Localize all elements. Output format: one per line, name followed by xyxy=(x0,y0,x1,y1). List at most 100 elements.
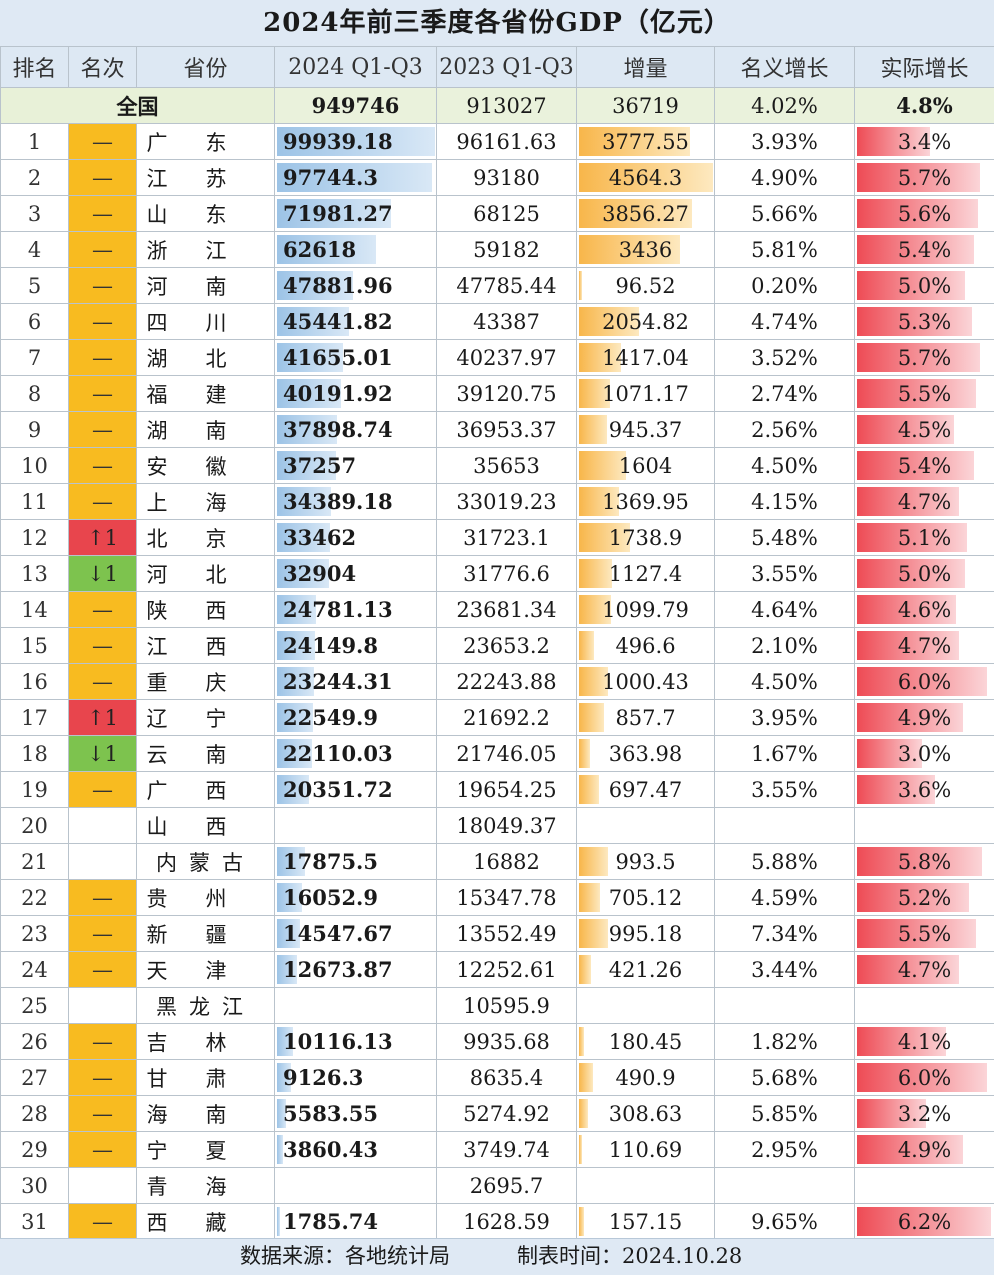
rank-change-badge: ↑1 xyxy=(69,700,137,736)
gdp-2023-cell: 21692.2 xyxy=(437,700,577,736)
nominal-growth-cell: 1.67% xyxy=(715,736,855,772)
gdp-2024-cell: 45441.82 xyxy=(275,304,437,340)
province-cell: 江西 xyxy=(137,628,275,664)
increase-cell: 993.5 xyxy=(577,844,715,880)
real-growth-cell: 3.4% xyxy=(855,124,994,160)
rank-change-badge: — xyxy=(69,196,137,232)
gdp-2023-cell: 36953.37 xyxy=(437,412,577,448)
province-cell: 北京 xyxy=(137,520,275,556)
increase-cell: 945.37 xyxy=(577,412,715,448)
real-growth-cell: 5.7% xyxy=(855,160,994,196)
gdp-2024-cell-value: 41655.01 xyxy=(275,345,393,370)
increase-cell-value: 697.47 xyxy=(577,778,714,802)
increase-cell: 1071.17 xyxy=(577,376,715,412)
rank-change-badge: — xyxy=(69,1096,137,1132)
real-growth-cell: 5.4% xyxy=(855,232,994,268)
nominal-growth-cell xyxy=(715,808,855,844)
increase-cell: 157.15 xyxy=(577,1204,715,1240)
gdp-2024-cell: 17875.5 xyxy=(275,844,437,880)
province-cell: 江苏 xyxy=(137,160,275,196)
nominal-growth-cell: 2.10% xyxy=(715,628,855,664)
province-cell: 山西 xyxy=(137,808,275,844)
gdp-2024-cell-value: 1785.74 xyxy=(275,1209,378,1234)
province-cell: 宁夏 xyxy=(137,1132,275,1168)
real-growth-cell-value: 5.0% xyxy=(855,562,994,586)
gdp-2024-cell: 23244.31 xyxy=(275,664,437,700)
real-growth-cell: 3.6% xyxy=(855,772,994,808)
gdp-2024-cell: 5583.55 xyxy=(275,1096,437,1132)
rank-cell: 23 xyxy=(1,916,69,952)
province-cell: 海南 xyxy=(137,1096,275,1132)
rank-cell: 24 xyxy=(1,952,69,988)
gdp-2024-cell: 97744.3 xyxy=(275,160,437,196)
gdp-2024-cell: 47881.96 xyxy=(275,268,437,304)
header-change: 名次 xyxy=(69,47,137,88)
gdp-2024-cell-value: 10116.13 xyxy=(275,1029,393,1054)
rank-cell: 13 xyxy=(1,556,69,592)
province-name: 江苏 xyxy=(147,167,265,191)
rank-change-badge xyxy=(69,808,137,844)
rank-cell: 16 xyxy=(1,664,69,700)
nominal-growth-cell: 3.93% xyxy=(715,124,855,160)
province-cell: 贵州 xyxy=(137,880,275,916)
rank-cell: 2 xyxy=(1,160,69,196)
increase-cell-value: 3856.27 xyxy=(577,202,714,226)
gdp-2024-cell-value: 71981.27 xyxy=(275,201,393,226)
gdp-2023-cell: 43387 xyxy=(437,304,577,340)
increase-cell: 110.69 xyxy=(577,1132,715,1168)
real-growth-cell xyxy=(855,988,994,1024)
real-growth-cell: 4.9% xyxy=(855,700,994,736)
real-growth-cell xyxy=(855,808,994,844)
gdp-2023-cell: 2695.7 xyxy=(437,1168,577,1204)
nominal-growth-cell: 3.55% xyxy=(715,556,855,592)
increase-cell: 1099.79 xyxy=(577,592,715,628)
province-name: 河北 xyxy=(147,563,265,587)
increase-cell xyxy=(577,808,715,844)
gdp-2024-cell-value xyxy=(275,1173,283,1198)
rank-cell: 22 xyxy=(1,880,69,916)
gdp-2024-cell: 37898.74 xyxy=(275,412,437,448)
increase-cell: 1127.4 xyxy=(577,556,715,592)
real-growth-cell: 5.2% xyxy=(855,880,994,916)
increase-cell: 1417.04 xyxy=(577,340,715,376)
nominal-growth-cell: 4.64% xyxy=(715,592,855,628)
real-growth-cell: 6.0% xyxy=(855,664,994,700)
total-row: 全国 949746 913027 36719 4.02% 4.8% xyxy=(1,88,994,124)
nominal-growth-cell: 5.88% xyxy=(715,844,855,880)
gdp-2024-cell: 1785.74 xyxy=(275,1204,437,1240)
province-cell: 福建 xyxy=(137,376,275,412)
rank-change-badge: — xyxy=(69,304,137,340)
province-name: 浙江 xyxy=(147,239,265,263)
gdp-2023-cell: 96161.63 xyxy=(437,124,577,160)
gdp-2024-cell-value: 37257 xyxy=(275,453,356,478)
gdp-2023-cell: 22243.88 xyxy=(437,664,577,700)
increase-cell xyxy=(577,1168,715,1204)
gdp-2024-cell-value: 14547.67 xyxy=(275,921,393,946)
real-growth-cell: 3.0% xyxy=(855,736,994,772)
real-growth-cell: 5.0% xyxy=(855,556,994,592)
rank-change-badge: ↑1 xyxy=(69,520,137,556)
nominal-growth-cell: 5.48% xyxy=(715,520,855,556)
nominal-growth-cell: 4.74% xyxy=(715,304,855,340)
rank-cell: 29 xyxy=(1,1132,69,1168)
rank-change-badge: — xyxy=(69,484,137,520)
gdp-2024-cell: 32904 xyxy=(275,556,437,592)
rank-cell: 19 xyxy=(1,772,69,808)
footer-date: 制表时间：2024.10.28 xyxy=(517,1239,742,1273)
gdp-2024-cell: 37257 xyxy=(275,448,437,484)
real-growth-cell: 5.8% xyxy=(855,844,994,880)
increase-cell-value: 945.37 xyxy=(577,418,714,442)
gdp-2024-cell-value: 97744.3 xyxy=(275,165,378,190)
gdp-2024-cell-value: 3860.43 xyxy=(275,1137,378,1162)
nominal-growth-cell: 5.68% xyxy=(715,1060,855,1096)
increase-cell-value: 1099.79 xyxy=(577,598,714,622)
increase-cell: 995.18 xyxy=(577,916,715,952)
rank-change-badge: — xyxy=(69,448,137,484)
nominal-growth-cell: 0.20% xyxy=(715,268,855,304)
increase-cell: 180.45 xyxy=(577,1024,715,1060)
province-name: 陕西 xyxy=(147,599,265,623)
